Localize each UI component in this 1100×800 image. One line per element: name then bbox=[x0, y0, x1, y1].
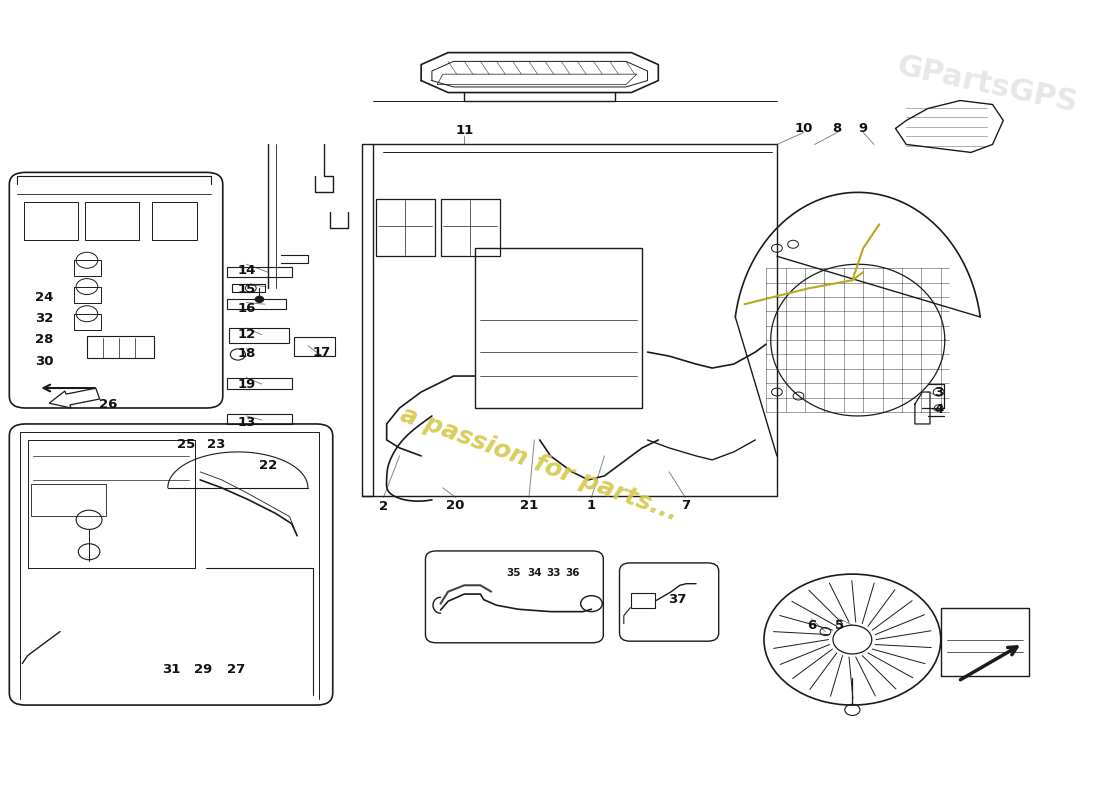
Bar bbox=[227, 414, 292, 424]
Text: 9: 9 bbox=[859, 122, 868, 135]
Text: 6: 6 bbox=[806, 618, 816, 632]
Bar bbox=[229, 328, 288, 342]
Text: 5: 5 bbox=[835, 618, 844, 632]
Bar bbox=[440, 198, 499, 256]
Bar bbox=[227, 378, 292, 389]
Bar bbox=[31, 484, 107, 516]
Text: 20: 20 bbox=[447, 499, 465, 512]
Bar bbox=[152, 202, 197, 240]
Text: 15: 15 bbox=[238, 283, 255, 296]
Text: 28: 28 bbox=[34, 333, 53, 346]
FancyArrow shape bbox=[50, 388, 100, 408]
Bar bbox=[232, 284, 265, 292]
Bar bbox=[227, 267, 292, 277]
Text: 31: 31 bbox=[162, 663, 180, 677]
Text: 17: 17 bbox=[312, 346, 331, 358]
Text: 13: 13 bbox=[238, 416, 255, 429]
Text: 37: 37 bbox=[669, 593, 686, 606]
Text: 8: 8 bbox=[833, 122, 842, 135]
Circle shape bbox=[255, 296, 264, 302]
Bar bbox=[475, 248, 642, 408]
Bar bbox=[74, 314, 101, 330]
Text: 2: 2 bbox=[378, 500, 388, 513]
Text: 21: 21 bbox=[520, 499, 538, 512]
Bar bbox=[631, 594, 656, 608]
Bar bbox=[376, 198, 436, 256]
Text: 23: 23 bbox=[207, 438, 226, 451]
Bar bbox=[24, 202, 78, 240]
Text: 25: 25 bbox=[177, 438, 195, 451]
Text: 11: 11 bbox=[455, 123, 473, 137]
Text: GPartsGPS: GPartsGPS bbox=[894, 51, 1080, 118]
Text: 19: 19 bbox=[238, 378, 255, 390]
Text: 14: 14 bbox=[238, 264, 255, 277]
Text: 16: 16 bbox=[238, 302, 255, 315]
Text: 18: 18 bbox=[238, 347, 255, 360]
Text: 10: 10 bbox=[794, 122, 813, 135]
Text: 26: 26 bbox=[99, 398, 118, 411]
Text: 3: 3 bbox=[934, 386, 943, 398]
Bar bbox=[940, 608, 1030, 675]
Text: 24: 24 bbox=[34, 291, 53, 304]
Text: a passion for parts...: a passion for parts... bbox=[397, 402, 682, 526]
Bar bbox=[294, 337, 334, 356]
Text: 34: 34 bbox=[527, 568, 541, 578]
Text: 35: 35 bbox=[507, 568, 521, 578]
Text: 33: 33 bbox=[547, 568, 561, 578]
Text: 7: 7 bbox=[681, 499, 690, 512]
Text: 12: 12 bbox=[238, 328, 255, 341]
Text: 1: 1 bbox=[587, 499, 596, 512]
Text: 36: 36 bbox=[564, 568, 580, 578]
Bar bbox=[227, 299, 286, 309]
Text: 27: 27 bbox=[227, 663, 245, 677]
Bar bbox=[85, 202, 139, 240]
Bar bbox=[74, 286, 101, 302]
Bar bbox=[87, 336, 154, 358]
Text: 30: 30 bbox=[34, 355, 53, 368]
Text: 32: 32 bbox=[34, 312, 53, 325]
Bar bbox=[74, 260, 101, 276]
Text: 22: 22 bbox=[258, 459, 277, 472]
Text: 29: 29 bbox=[195, 663, 212, 677]
Text: 4: 4 bbox=[934, 403, 943, 416]
